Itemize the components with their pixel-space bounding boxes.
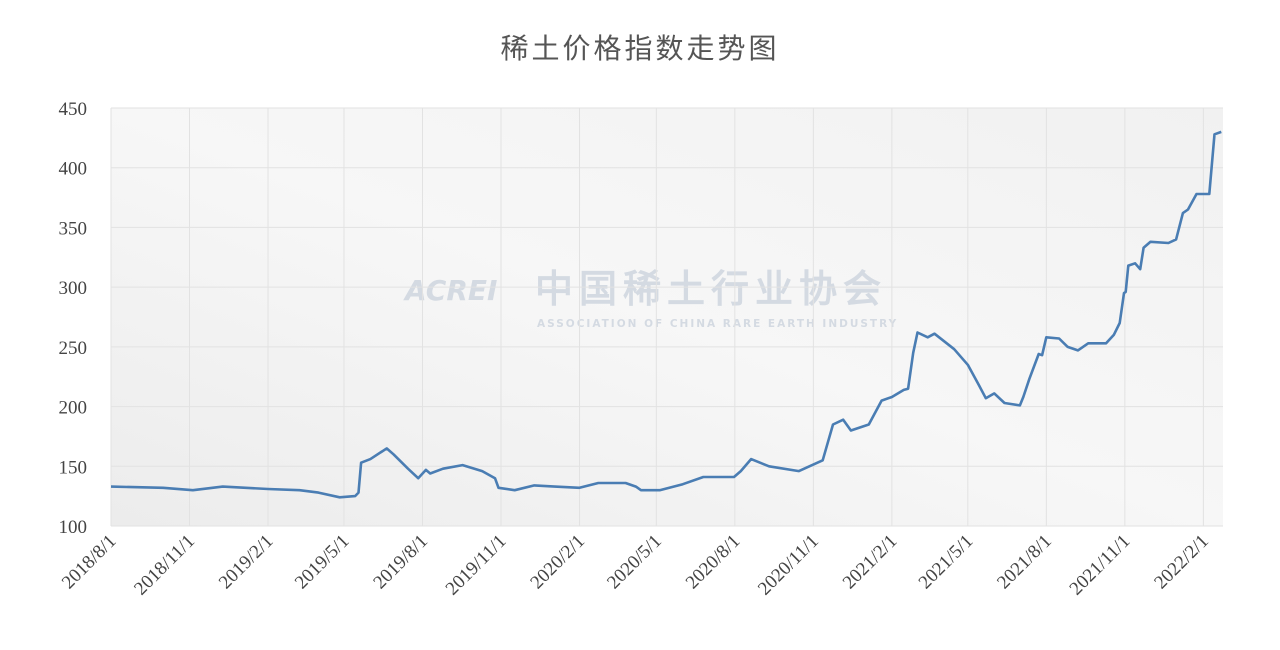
plot-area <box>111 108 1223 526</box>
x-tick-label: 2021/11/1 <box>1066 531 1135 600</box>
y-tick-label: 300 <box>59 278 88 299</box>
y-tick-label: 250 <box>59 338 88 359</box>
x-tick-label: 2018/8/1 <box>58 531 121 594</box>
y-tick-label: 150 <box>59 457 88 478</box>
watermark-logo: ACREI <box>403 274 497 307</box>
x-tick-label: 2021/8/1 <box>993 531 1056 594</box>
watermark-name: 中国稀土行业协会 <box>535 267 887 311</box>
x-tick-label: 2019/8/1 <box>369 531 432 594</box>
x-tick-label: 2020/5/1 <box>603 531 666 594</box>
x-tick-label: 2019/11/1 <box>442 531 511 600</box>
x-tick-label: 2020/11/1 <box>754 531 823 600</box>
x-tick-label: 2022/2/1 <box>1150 531 1213 594</box>
y-tick-label: 400 <box>59 159 88 180</box>
y-tick-label: 350 <box>59 218 88 239</box>
y-tick-label: 450 <box>59 99 88 120</box>
x-tick-label: 2019/2/1 <box>215 531 278 594</box>
watermark-subtitle: ASSOCIATION OF CHINA RARE EARTH INDUSTRY <box>537 318 898 330</box>
chart-title: 稀土价格指数走势图 <box>500 32 779 65</box>
y-tick-label: 200 <box>59 398 88 419</box>
watermark: ACREI 中国稀土行业协会 ASSOCIATION OF CHINA RARE… <box>403 267 898 330</box>
y-tick-label: 100 <box>59 517 88 538</box>
line-series <box>110 130 1222 499</box>
x-tick-label: 2018/11/1 <box>130 531 199 600</box>
x-tick-label: 2021/5/1 <box>915 531 978 594</box>
x-tick-label: 2020/2/1 <box>526 531 589 594</box>
x-tick-label: 2020/8/1 <box>682 531 745 594</box>
x-tick-label: 2019/5/1 <box>291 531 354 594</box>
x-tick-label: 2021/2/1 <box>839 531 902 594</box>
